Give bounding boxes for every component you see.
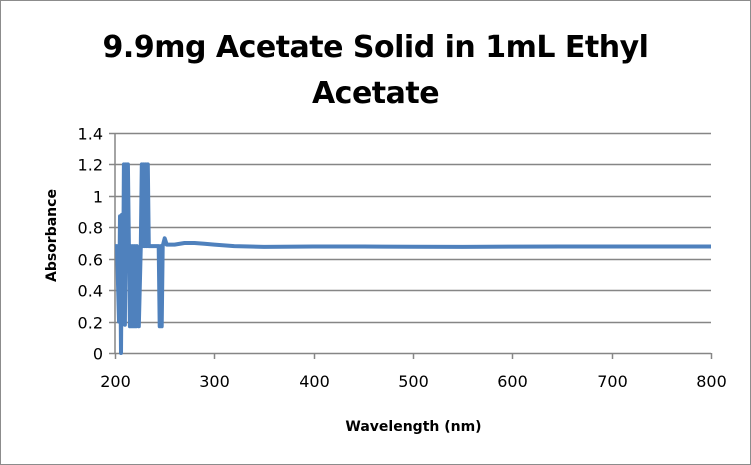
x-tick-label: 400 (299, 372, 330, 391)
x-tick-label: 700 (597, 372, 628, 391)
y-tick-label: 0.2 (78, 314, 103, 333)
y-tick-label: 0.8 (78, 219, 103, 238)
x-tick-label: 300 (199, 372, 230, 391)
y-tick-label: 1 (93, 188, 103, 207)
x-axis-label: Wavelength (nm) (345, 419, 482, 435)
chart-title-line-1: 9.9mg Acetate Solid in 1mL Ethyl (102, 30, 649, 65)
y-tick-label: 0 (93, 345, 103, 364)
y-axis-label: Absorbance (44, 189, 60, 282)
x-tick-label: 600 (497, 372, 528, 391)
data-series-line (115, 162, 711, 355)
y-tick-label: 0.6 (78, 251, 103, 270)
x-tick-label: 800 (696, 372, 727, 391)
x-tick-label: 200 (100, 372, 131, 391)
y-tick-label: 1.2 (78, 156, 103, 175)
y-tick-label: 1.4 (78, 125, 103, 144)
y-tick-label: 0.4 (78, 282, 103, 301)
chart-title-line-2: Acetate (311, 76, 440, 111)
x-tick-label: 500 (398, 372, 429, 391)
